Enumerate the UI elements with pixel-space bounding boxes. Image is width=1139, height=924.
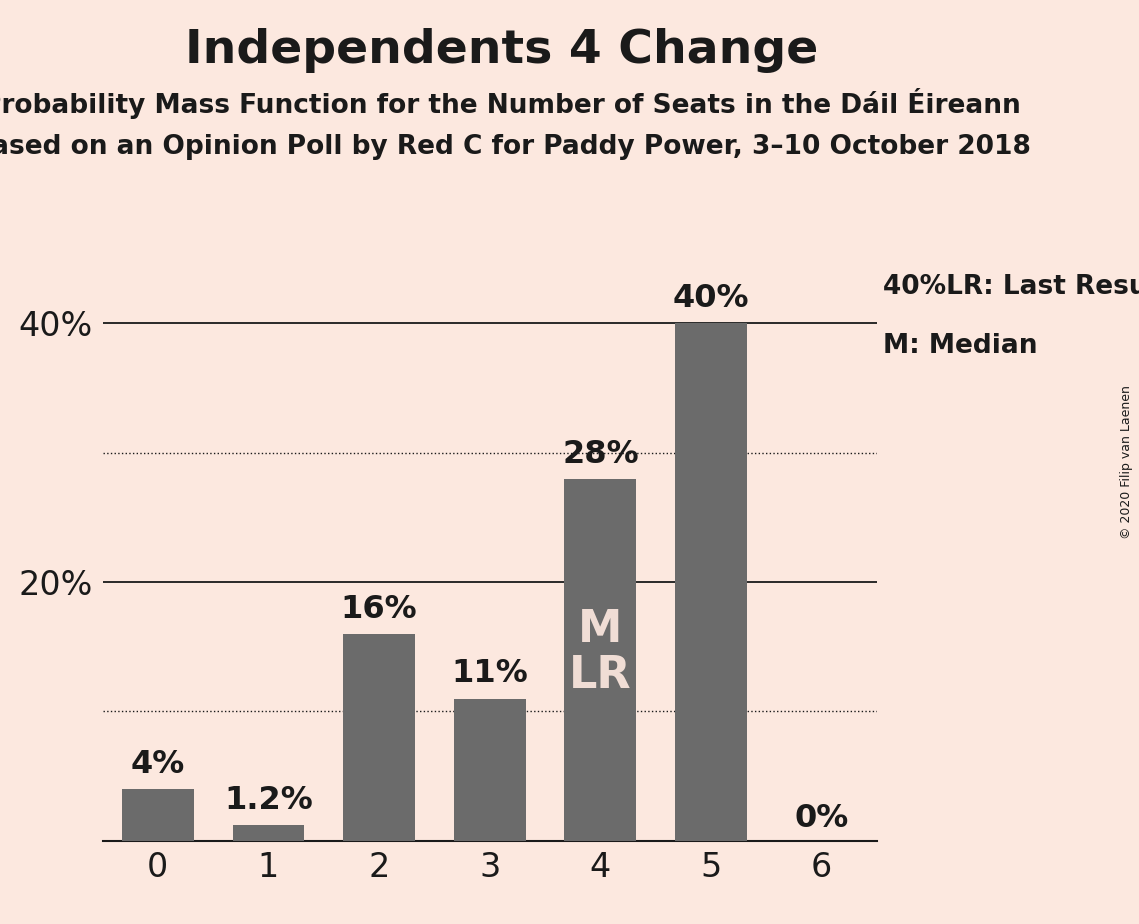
Bar — [675, 323, 747, 841]
Text: © 2020 Filip van Laenen: © 2020 Filip van Laenen — [1121, 385, 1133, 539]
Bar — [232, 825, 304, 841]
Text: Based on an Opinion Poll by Red C for Paddy Power, 3–10 October 2018: Based on an Opinion Poll by Red C for Pa… — [0, 134, 1031, 160]
Bar — [343, 634, 415, 841]
Text: M: Median: M: Median — [883, 333, 1038, 359]
Text: 0%: 0% — [795, 803, 849, 834]
Text: 28%: 28% — [563, 439, 639, 469]
Text: Probability Mass Function for the Number of Seats in the Dáil Éireann: Probability Mass Function for the Number… — [0, 88, 1021, 119]
Bar — [122, 789, 194, 841]
Text: 16%: 16% — [341, 594, 417, 625]
Text: 40%LR: Last Result: 40%LR: Last Result — [883, 274, 1139, 300]
Text: Independents 4 Change: Independents 4 Change — [185, 28, 818, 73]
Text: 1.2%: 1.2% — [224, 785, 313, 816]
Bar — [453, 699, 526, 841]
Text: 11%: 11% — [451, 659, 528, 689]
Text: 40%: 40% — [673, 284, 749, 314]
Text: M
LR: M LR — [570, 608, 632, 698]
Bar — [565, 479, 637, 841]
Text: 4%: 4% — [131, 749, 185, 780]
